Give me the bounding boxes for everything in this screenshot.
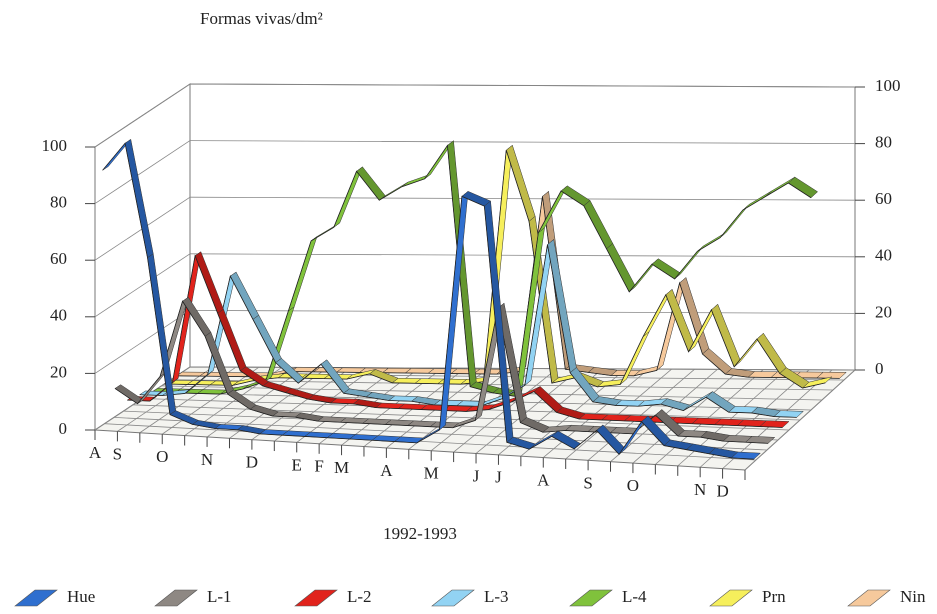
- floor-grid: [104, 423, 757, 461]
- y-tick-label: 40: [50, 306, 67, 325]
- x-tick-label: A: [380, 461, 393, 480]
- y2-tick-label: 20: [875, 302, 892, 321]
- x-tick-label: F: [314, 457, 323, 476]
- y2-tick-label: 100: [875, 76, 901, 95]
- grid-line: [189, 253, 856, 258]
- y-tick-label: 20: [50, 362, 67, 381]
- grid-line: [94, 140, 191, 204]
- floor-grid: [113, 417, 768, 451]
- legend-label: L-2: [347, 587, 372, 606]
- grid-line: [189, 140, 856, 145]
- grid-line: [94, 83, 191, 148]
- x-tick-label: O: [156, 447, 168, 466]
- x-tick-label: N: [694, 480, 706, 499]
- x-tick-label: J: [473, 466, 480, 485]
- y-tick-label: 0: [59, 419, 68, 438]
- legend-swatch: [709, 589, 753, 607]
- legend-label: Hue: [67, 587, 95, 606]
- y-tick-label: 80: [50, 193, 67, 212]
- legend-swatch: [847, 589, 891, 607]
- grid-line: [189, 83, 856, 88]
- legend-label: L-1: [207, 587, 232, 606]
- x-tick-label: J: [495, 468, 502, 487]
- legend-swatch: [294, 589, 338, 607]
- grid-line: [94, 310, 191, 374]
- x-tick-label: A: [537, 470, 550, 489]
- legend-swatch: [154, 589, 198, 607]
- legend-label: Nin: [900, 587, 926, 606]
- legend-label: L-3: [484, 587, 509, 606]
- y-axis-title: Formas vivas/dm²: [200, 9, 323, 28]
- legend-swatch: [569, 589, 613, 607]
- grid-line: [94, 253, 191, 318]
- x-tick-label: O: [627, 476, 639, 495]
- x-tick-label: N: [201, 450, 213, 469]
- x-tick-label: D: [716, 482, 728, 501]
- y-tick-label: 60: [50, 249, 67, 268]
- x-tick-label: E: [292, 455, 302, 474]
- x-tick-label: M: [334, 458, 349, 477]
- legend-swatch: [14, 589, 58, 607]
- y2-tick-label: 60: [875, 189, 892, 208]
- x-tick-label: S: [583, 473, 592, 492]
- x-tick-label: D: [246, 453, 258, 472]
- legend-swatch: [431, 589, 475, 607]
- series-line: [139, 244, 797, 418]
- series-line: [102, 142, 754, 460]
- legend-label: Prn: [762, 587, 786, 606]
- y2-tick-label: 80: [875, 133, 892, 152]
- legend-label: L-4: [622, 587, 647, 606]
- y2-tick-label: 0: [875, 359, 884, 378]
- x-tick-label: A: [89, 443, 102, 462]
- x-tick-label: M: [424, 464, 439, 483]
- y-tick-label: 100: [42, 136, 68, 155]
- grid-line: [189, 309, 856, 314]
- x-tick-label: S: [113, 444, 122, 463]
- x-axis-title: 1992-1993: [383, 524, 457, 543]
- back-wall: [189, 83, 856, 371]
- y2-tick-label: 40: [875, 246, 892, 265]
